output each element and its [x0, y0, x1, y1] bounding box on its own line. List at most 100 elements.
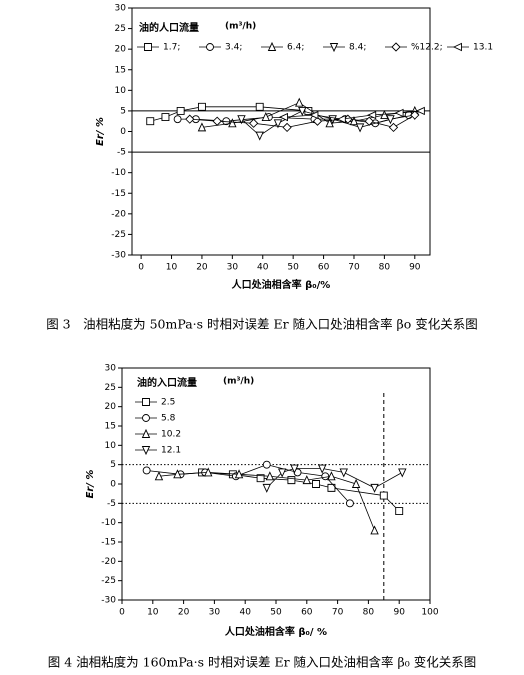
x-tick-label: 50	[287, 263, 299, 273]
legend-label: 6.4;	[287, 43, 304, 53]
marker	[327, 471, 336, 481]
y-tick-label: -10	[111, 168, 126, 178]
marker	[273, 119, 283, 129]
marker	[394, 108, 404, 118]
y-tick-label: 10	[105, 441, 117, 451]
marker	[228, 118, 237, 128]
marker	[277, 468, 287, 478]
x-tick-label: 80	[363, 608, 375, 618]
legend-marker	[141, 446, 151, 456]
marker	[398, 468, 407, 478]
x-axis-label: 人口处油相含率 β₀/ %	[225, 625, 327, 638]
marker	[370, 483, 379, 493]
legend-label: 10.2	[161, 430, 181, 440]
x-tick-label: 50	[270, 608, 282, 618]
legend-label: 5.8	[161, 414, 176, 424]
marker	[336, 114, 346, 124]
x-tick-label: 90	[393, 608, 405, 618]
y-tick-label: -20	[101, 557, 116, 567]
legend-unit: (m³/h)	[223, 377, 254, 387]
legend-marker	[452, 42, 462, 52]
y-tick-label: -25	[101, 576, 116, 586]
y-tick-label: 15	[105, 422, 116, 432]
marker	[237, 115, 246, 125]
x-tick-label: 90	[409, 263, 421, 273]
y-tick-label: -20	[111, 209, 126, 219]
marker	[410, 110, 420, 120]
marker	[388, 122, 399, 133]
marker	[161, 113, 170, 122]
y-tick-label: 25	[105, 383, 116, 393]
legend-label: 2.5	[161, 398, 175, 408]
marker	[298, 106, 307, 116]
x-tick-label: 40	[257, 263, 269, 273]
legend-marker	[391, 42, 401, 52]
x-tick-label: 70	[332, 608, 344, 618]
x-tick-label: 60	[301, 608, 313, 618]
marker	[248, 118, 259, 128]
y-tick-label: 0	[120, 127, 126, 137]
y-tick-label: 15	[115, 65, 126, 75]
marker	[317, 464, 327, 474]
marker	[173, 469, 182, 479]
x-tick-label: 0	[119, 608, 125, 618]
y-tick-label: -10	[101, 518, 116, 528]
series-line	[189, 114, 415, 128]
marker	[256, 474, 265, 483]
x-axis-label: 人口处油相含率 β₀/%	[232, 278, 331, 291]
marker	[154, 471, 164, 481]
marker	[370, 525, 379, 535]
marker	[173, 115, 182, 124]
marker	[295, 97, 304, 107]
legend-marker	[267, 41, 277, 51]
legend-label: 1.7;	[163, 43, 180, 53]
y-tick-label: 25	[115, 24, 126, 34]
x-tick-label: 70	[348, 263, 360, 273]
y-tick-label: -30	[101, 596, 116, 606]
marker	[309, 110, 319, 120]
marker	[312, 116, 323, 126]
legend-label: 13.1	[473, 43, 493, 53]
legend-marker	[141, 428, 151, 438]
marker	[255, 131, 264, 141]
marker	[146, 117, 155, 126]
legend-marker	[142, 398, 150, 406]
y-tick-label: 5	[110, 460, 116, 470]
x-tick-label: 40	[239, 608, 251, 618]
figure-caption: 图 3 油相粘度为 50mPa·s 时相对误差 Er 随入口处油相含率 βo 变…	[46, 317, 478, 332]
y-tick-label: -5	[117, 148, 126, 158]
y-tick-label: 5	[120, 106, 126, 116]
figure-caption: 图 4 油相粘度为 160mPa·s 时相对误差 Er 随入口处油相含率 β₀ …	[48, 655, 476, 670]
marker	[415, 106, 425, 116]
marker	[262, 460, 271, 469]
legend-title: 油的人口流量	[139, 21, 199, 34]
marker	[197, 122, 207, 132]
marker	[287, 476, 296, 485]
y-tick-label: 30	[115, 4, 127, 14]
marker	[380, 109, 389, 119]
legend-label: 12.1	[161, 446, 181, 456]
y-axis-label: Er/ %	[95, 117, 106, 146]
x-tick-label: 80	[379, 263, 391, 273]
y-tick-label: 30	[105, 364, 117, 374]
x-tick-label: 0	[138, 263, 144, 273]
x-tick-label: 60	[318, 263, 330, 273]
marker	[321, 472, 330, 481]
y-tick-label: -30	[111, 251, 126, 261]
y-tick-label: -15	[111, 189, 126, 199]
marker	[234, 469, 244, 479]
marker	[351, 478, 361, 488]
legend-marker	[329, 43, 339, 53]
marker	[278, 112, 288, 122]
x-tick-label: 10	[147, 608, 159, 618]
x-tick-label: 20	[196, 263, 208, 273]
marker	[364, 116, 374, 126]
x-tick-label: 100	[421, 608, 438, 618]
marker	[302, 475, 312, 485]
marker	[142, 466, 151, 475]
marker	[355, 123, 365, 133]
y-tick-label: 20	[115, 45, 127, 55]
legend-marker	[144, 43, 152, 51]
